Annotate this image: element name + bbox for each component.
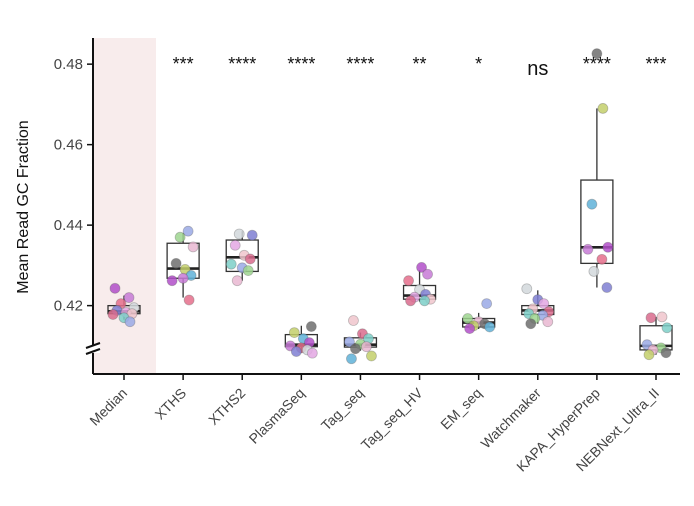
data-point — [661, 322, 673, 334]
data-point — [290, 346, 302, 357]
x-tick-label: EM_seq — [437, 385, 485, 433]
data-point — [582, 243, 594, 255]
data-point — [306, 347, 318, 359]
box-iqr — [580, 179, 614, 265]
significance-label: * — [475, 54, 482, 74]
significance-label: **** — [346, 54, 374, 74]
data-point — [288, 327, 300, 338]
data-point — [305, 321, 317, 332]
x-tick-label: XTHS2 — [205, 385, 248, 428]
data-point — [484, 321, 496, 333]
y-tick-label: 0.42 — [54, 298, 83, 315]
x-tick-label: PlasmaSeq — [246, 385, 308, 447]
data-point — [124, 316, 136, 328]
data-point — [601, 282, 613, 293]
significance-label: *** — [173, 54, 194, 74]
data-point — [225, 258, 237, 270]
data-point — [481, 298, 493, 310]
axis-break-line-upper — [85, 342, 101, 349]
y-tick-label: 0.46 — [54, 137, 83, 154]
x-tick-label: Median — [86, 385, 130, 429]
y-tick-label: 0.48 — [54, 56, 83, 73]
data-point — [107, 309, 119, 320]
data-point — [422, 268, 433, 280]
data-point — [346, 353, 357, 365]
data-point — [177, 272, 189, 284]
data-point — [591, 48, 603, 60]
data-point — [361, 341, 372, 353]
significance-label: **** — [287, 54, 315, 74]
data-point — [182, 225, 194, 237]
data-point — [344, 336, 355, 348]
data-point — [246, 229, 258, 241]
significance-label: *** — [645, 54, 666, 74]
data-point — [366, 350, 377, 362]
data-point — [170, 257, 182, 269]
data-point — [525, 318, 537, 330]
significance-label: **** — [228, 54, 256, 74]
data-point — [350, 343, 361, 355]
data-point — [521, 283, 533, 295]
data-point — [538, 298, 550, 310]
significance-label: ns — [527, 58, 548, 80]
data-point — [109, 282, 121, 294]
significance-label: ** — [413, 54, 427, 74]
y-axis-break-marker — [85, 342, 101, 355]
data-point — [229, 239, 241, 251]
data-point — [403, 275, 414, 287]
data-point — [464, 323, 476, 334]
data-point — [174, 231, 186, 243]
data-point — [123, 292, 135, 303]
axis-break-line-lower — [85, 348, 101, 355]
data-point — [419, 295, 430, 307]
data-point — [187, 241, 199, 253]
data-point — [233, 228, 245, 240]
data-point — [643, 349, 655, 361]
data-point — [586, 198, 598, 210]
data-point — [597, 103, 609, 114]
x-tick-label: Tag_seq — [318, 385, 367, 434]
data-point — [183, 294, 195, 306]
data-point — [462, 313, 474, 324]
y-tick-label: 0.44 — [54, 217, 83, 234]
data-point — [244, 253, 256, 265]
data-point — [242, 265, 254, 277]
data-point — [416, 261, 427, 273]
significance-label: **** — [583, 54, 611, 74]
axis-break-gap — [86, 345, 100, 353]
x-tick-label: Tag_seq_HV — [358, 384, 426, 452]
data-point — [660, 347, 672, 359]
data-point — [166, 275, 178, 287]
data-point — [645, 312, 657, 324]
y-axis-label: Mean Read GC Fraction — [15, 120, 32, 293]
data-point — [588, 266, 600, 277]
data-point — [656, 311, 668, 323]
data-point — [602, 241, 614, 253]
data-point — [596, 253, 608, 265]
data-point — [542, 316, 554, 328]
data-point — [405, 295, 416, 307]
x-tick-label: XTHS — [152, 385, 190, 423]
data-point — [231, 275, 243, 287]
data-point — [348, 315, 359, 326]
